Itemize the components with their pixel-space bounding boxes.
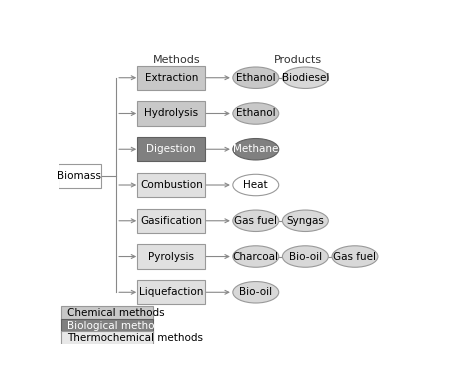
Text: Ethanol: Ethanol: [236, 73, 275, 83]
Ellipse shape: [233, 210, 279, 231]
Text: Gas fuel: Gas fuel: [334, 252, 376, 262]
FancyBboxPatch shape: [137, 209, 205, 233]
Ellipse shape: [233, 103, 279, 124]
Text: Bio-oil: Bio-oil: [289, 252, 322, 262]
FancyBboxPatch shape: [61, 331, 153, 346]
Ellipse shape: [332, 246, 378, 267]
FancyBboxPatch shape: [137, 137, 205, 161]
Text: Hydrolysis: Hydrolysis: [144, 108, 198, 118]
FancyBboxPatch shape: [61, 319, 153, 333]
Ellipse shape: [233, 246, 279, 267]
Ellipse shape: [283, 246, 328, 267]
Ellipse shape: [283, 210, 328, 231]
Text: Ethanol: Ethanol: [236, 108, 275, 118]
Text: Biomass: Biomass: [57, 171, 101, 181]
FancyBboxPatch shape: [137, 173, 205, 197]
Text: Products: Products: [274, 55, 322, 65]
Text: Methods: Methods: [153, 55, 201, 65]
FancyBboxPatch shape: [58, 164, 100, 188]
Text: Digestion: Digestion: [146, 144, 196, 154]
FancyBboxPatch shape: [137, 244, 205, 269]
Ellipse shape: [233, 139, 279, 160]
Text: Biodiesel: Biodiesel: [282, 73, 329, 83]
Text: Thermochemical methods: Thermochemical methods: [66, 334, 202, 344]
Text: Heat: Heat: [244, 180, 268, 190]
FancyBboxPatch shape: [137, 65, 205, 90]
Text: Extraction: Extraction: [145, 73, 198, 83]
FancyBboxPatch shape: [61, 306, 153, 320]
Text: Biological methods: Biological methods: [66, 321, 166, 331]
Text: Syngas: Syngas: [286, 216, 324, 226]
Ellipse shape: [233, 174, 279, 196]
Text: Methane: Methane: [233, 144, 278, 154]
Text: Gasification: Gasification: [140, 216, 202, 226]
FancyBboxPatch shape: [137, 280, 205, 305]
FancyBboxPatch shape: [137, 101, 205, 126]
Ellipse shape: [283, 67, 328, 89]
Text: Liquefaction: Liquefaction: [139, 287, 203, 297]
Text: Bio-oil: Bio-oil: [239, 287, 273, 297]
Text: Chemical methods: Chemical methods: [66, 308, 164, 318]
Text: Pyrolysis: Pyrolysis: [148, 252, 194, 262]
Text: Combustion: Combustion: [140, 180, 203, 190]
Ellipse shape: [233, 67, 279, 89]
Text: Gas fuel: Gas fuel: [234, 216, 277, 226]
Ellipse shape: [233, 282, 279, 303]
Text: Charcoal: Charcoal: [233, 252, 279, 262]
